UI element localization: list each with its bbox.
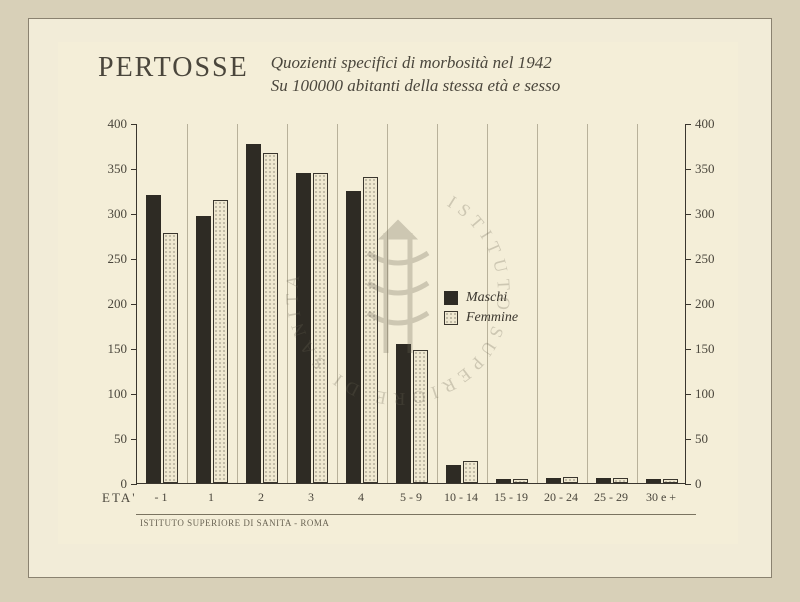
y-tick-mark: [685, 304, 691, 305]
bar-femmine: [213, 200, 228, 484]
bar-maschi: [146, 195, 161, 483]
x-tick-label: 30 e +: [646, 490, 676, 505]
subtitle-line-2: Su 100000 abitanti della stessa età e se…: [271, 75, 560, 98]
x-tick-label: 3: [308, 490, 314, 505]
x-tick-label: 20 - 24: [544, 490, 578, 505]
bar-maschi: [246, 144, 261, 483]
x-gridline: [637, 124, 638, 483]
y-tick-mark: [131, 124, 137, 125]
bar-femmine: [363, 177, 378, 483]
y-tick-label: 250: [87, 251, 127, 267]
y-tick-mark: [685, 259, 691, 260]
y-tick-label: 400: [87, 116, 127, 132]
bar-maschi: [546, 478, 561, 483]
y-tick-label: 100: [695, 386, 735, 402]
y-tick-label: 150: [87, 341, 127, 357]
y-tick-label: 350: [87, 161, 127, 177]
y-tick-label: 200: [87, 296, 127, 312]
y-tick-mark: [685, 394, 691, 395]
y-tick-mark: [685, 439, 691, 440]
legend: Maschi Femmine: [444, 290, 518, 330]
bar-femmine: [263, 153, 278, 483]
chart-subtitle: Quozienti specifici di morbosità nel 194…: [271, 52, 560, 98]
bar-femmine: [463, 461, 478, 484]
x-tick-label: 15 - 19: [494, 490, 528, 505]
y-tick-label: 400: [695, 116, 735, 132]
y-tick-label: 0: [695, 476, 735, 492]
y-tick-label: 50: [87, 431, 127, 447]
bar-maschi: [446, 465, 461, 483]
legend-swatch-maschi: [444, 291, 458, 305]
plot-region: 0050501001001501502002002502503003003503…: [136, 124, 686, 484]
y-tick-mark: [131, 349, 137, 350]
x-gridline: [237, 124, 238, 483]
x-tick-label: - 1: [155, 490, 168, 505]
x-gridline: [387, 124, 388, 483]
bar-maschi: [346, 191, 361, 484]
legend-item-femmine: Femmine: [444, 310, 518, 326]
x-gridline: [287, 124, 288, 483]
y-tick-mark: [131, 259, 137, 260]
y-tick-mark: [685, 484, 691, 485]
footer-rule: [136, 514, 696, 515]
y-tick-mark: [131, 484, 137, 485]
x-tick-labels: - 1 1 2 3 4 5 - 9 10 - 14 15 - 19 20 - 24 25 - 29…: [136, 490, 686, 510]
y-tick-label: 200: [695, 296, 735, 312]
y-tick-mark: [685, 124, 691, 125]
y-tick-mark: [685, 169, 691, 170]
y-tick-label: 150: [695, 341, 735, 357]
y-tick-mark: [685, 214, 691, 215]
x-gridline: [537, 124, 538, 483]
bar-maschi: [496, 479, 511, 484]
bar-maschi: [296, 173, 311, 484]
y-tick-mark: [131, 169, 137, 170]
bar-femmine: [163, 233, 178, 483]
chart-area: 0050501001001501502002002502503003003503…: [136, 124, 686, 484]
x-tick-label: 4: [358, 490, 364, 505]
x-gridline: [337, 124, 338, 483]
footer-text: ISTITUTO SUPERIORE DI SANITA - ROMA: [140, 518, 329, 528]
bar-maschi: [396, 344, 411, 484]
bar-femmine: [313, 173, 328, 484]
y-tick-mark: [131, 439, 137, 440]
x-tick-label: 10 - 14: [444, 490, 478, 505]
x-gridline: [187, 124, 188, 483]
x-gridline: [437, 124, 438, 483]
bar-femmine: [413, 350, 428, 483]
bar-femmine: [513, 479, 528, 484]
legend-swatch-femmine: [444, 311, 458, 325]
subtitle-line-1: Quozienti specifici di morbosità nel 194…: [271, 52, 560, 75]
chart-panel: PERTOSSE Quozienti specifici di morbosit…: [58, 42, 738, 544]
legend-item-maschi: Maschi: [444, 290, 518, 306]
legend-label-maschi: Maschi: [466, 290, 507, 306]
x-tick-label: 25 - 29: [594, 490, 628, 505]
bar-maschi: [646, 479, 661, 483]
y-tick-mark: [131, 214, 137, 215]
y-tick-label: 300: [87, 206, 127, 222]
bar-femmine: [663, 479, 678, 484]
chart-title: PERTOSSE: [98, 52, 249, 84]
bar-femmine: [613, 478, 628, 483]
legend-label-femmine: Femmine: [466, 310, 518, 326]
x-tick-label: 1: [208, 490, 214, 505]
bar-maschi: [196, 216, 211, 483]
y-tick-label: 350: [695, 161, 735, 177]
y-tick-label: 300: [695, 206, 735, 222]
y-tick-label: 100: [87, 386, 127, 402]
title-row: PERTOSSE Quozienti specifici di morbosit…: [98, 52, 560, 98]
x-tick-label: 2: [258, 490, 264, 505]
x-gridline: [587, 124, 588, 483]
bar-femmine: [563, 477, 578, 483]
x-tick-label: 5 - 9: [400, 490, 422, 505]
bar-maschi: [596, 478, 611, 483]
y-tick-mark: [131, 304, 137, 305]
y-tick-label: 250: [695, 251, 735, 267]
x-axis-label: ETA': [102, 490, 137, 506]
y-tick-mark: [131, 394, 137, 395]
y-tick-label: 50: [695, 431, 735, 447]
y-tick-mark: [685, 349, 691, 350]
